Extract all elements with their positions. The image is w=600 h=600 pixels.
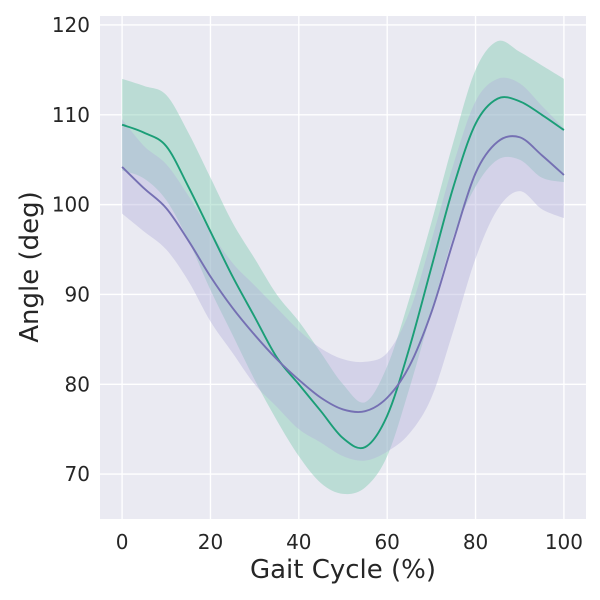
- tick-labels: 0 20 40 60 80 100 70 80 90 100 110 120: [52, 13, 583, 554]
- y-tick-label: 100: [52, 193, 90, 217]
- x-tick-label: 40: [286, 530, 311, 554]
- series-lines: [121, 96, 565, 450]
- x-tick-label: 0: [116, 530, 129, 554]
- series-1-line: [121, 96, 565, 450]
- y-tick-label: 120: [52, 13, 90, 37]
- y-tick-label: 90: [65, 282, 90, 306]
- plot-background: [100, 16, 586, 519]
- x-tick-label: 80: [463, 530, 488, 554]
- y-axis-label: Angle (deg): [15, 191, 45, 343]
- series-1-band: [122, 40, 564, 495]
- x-tick-label: 60: [374, 530, 399, 554]
- y-tick-label: 80: [65, 372, 90, 396]
- x-tick-label: 20: [198, 530, 223, 554]
- x-axis-label: Gait Cycle (%): [250, 555, 436, 585]
- y-tick-label: 110: [52, 103, 90, 127]
- grid: [100, 16, 586, 519]
- series-2-line: [121, 135, 565, 414]
- confidence-bands: [122, 40, 564, 495]
- x-tick-label: 100: [545, 530, 583, 554]
- y-tick-label: 70: [65, 462, 90, 486]
- series-2-band: [122, 77, 564, 461]
